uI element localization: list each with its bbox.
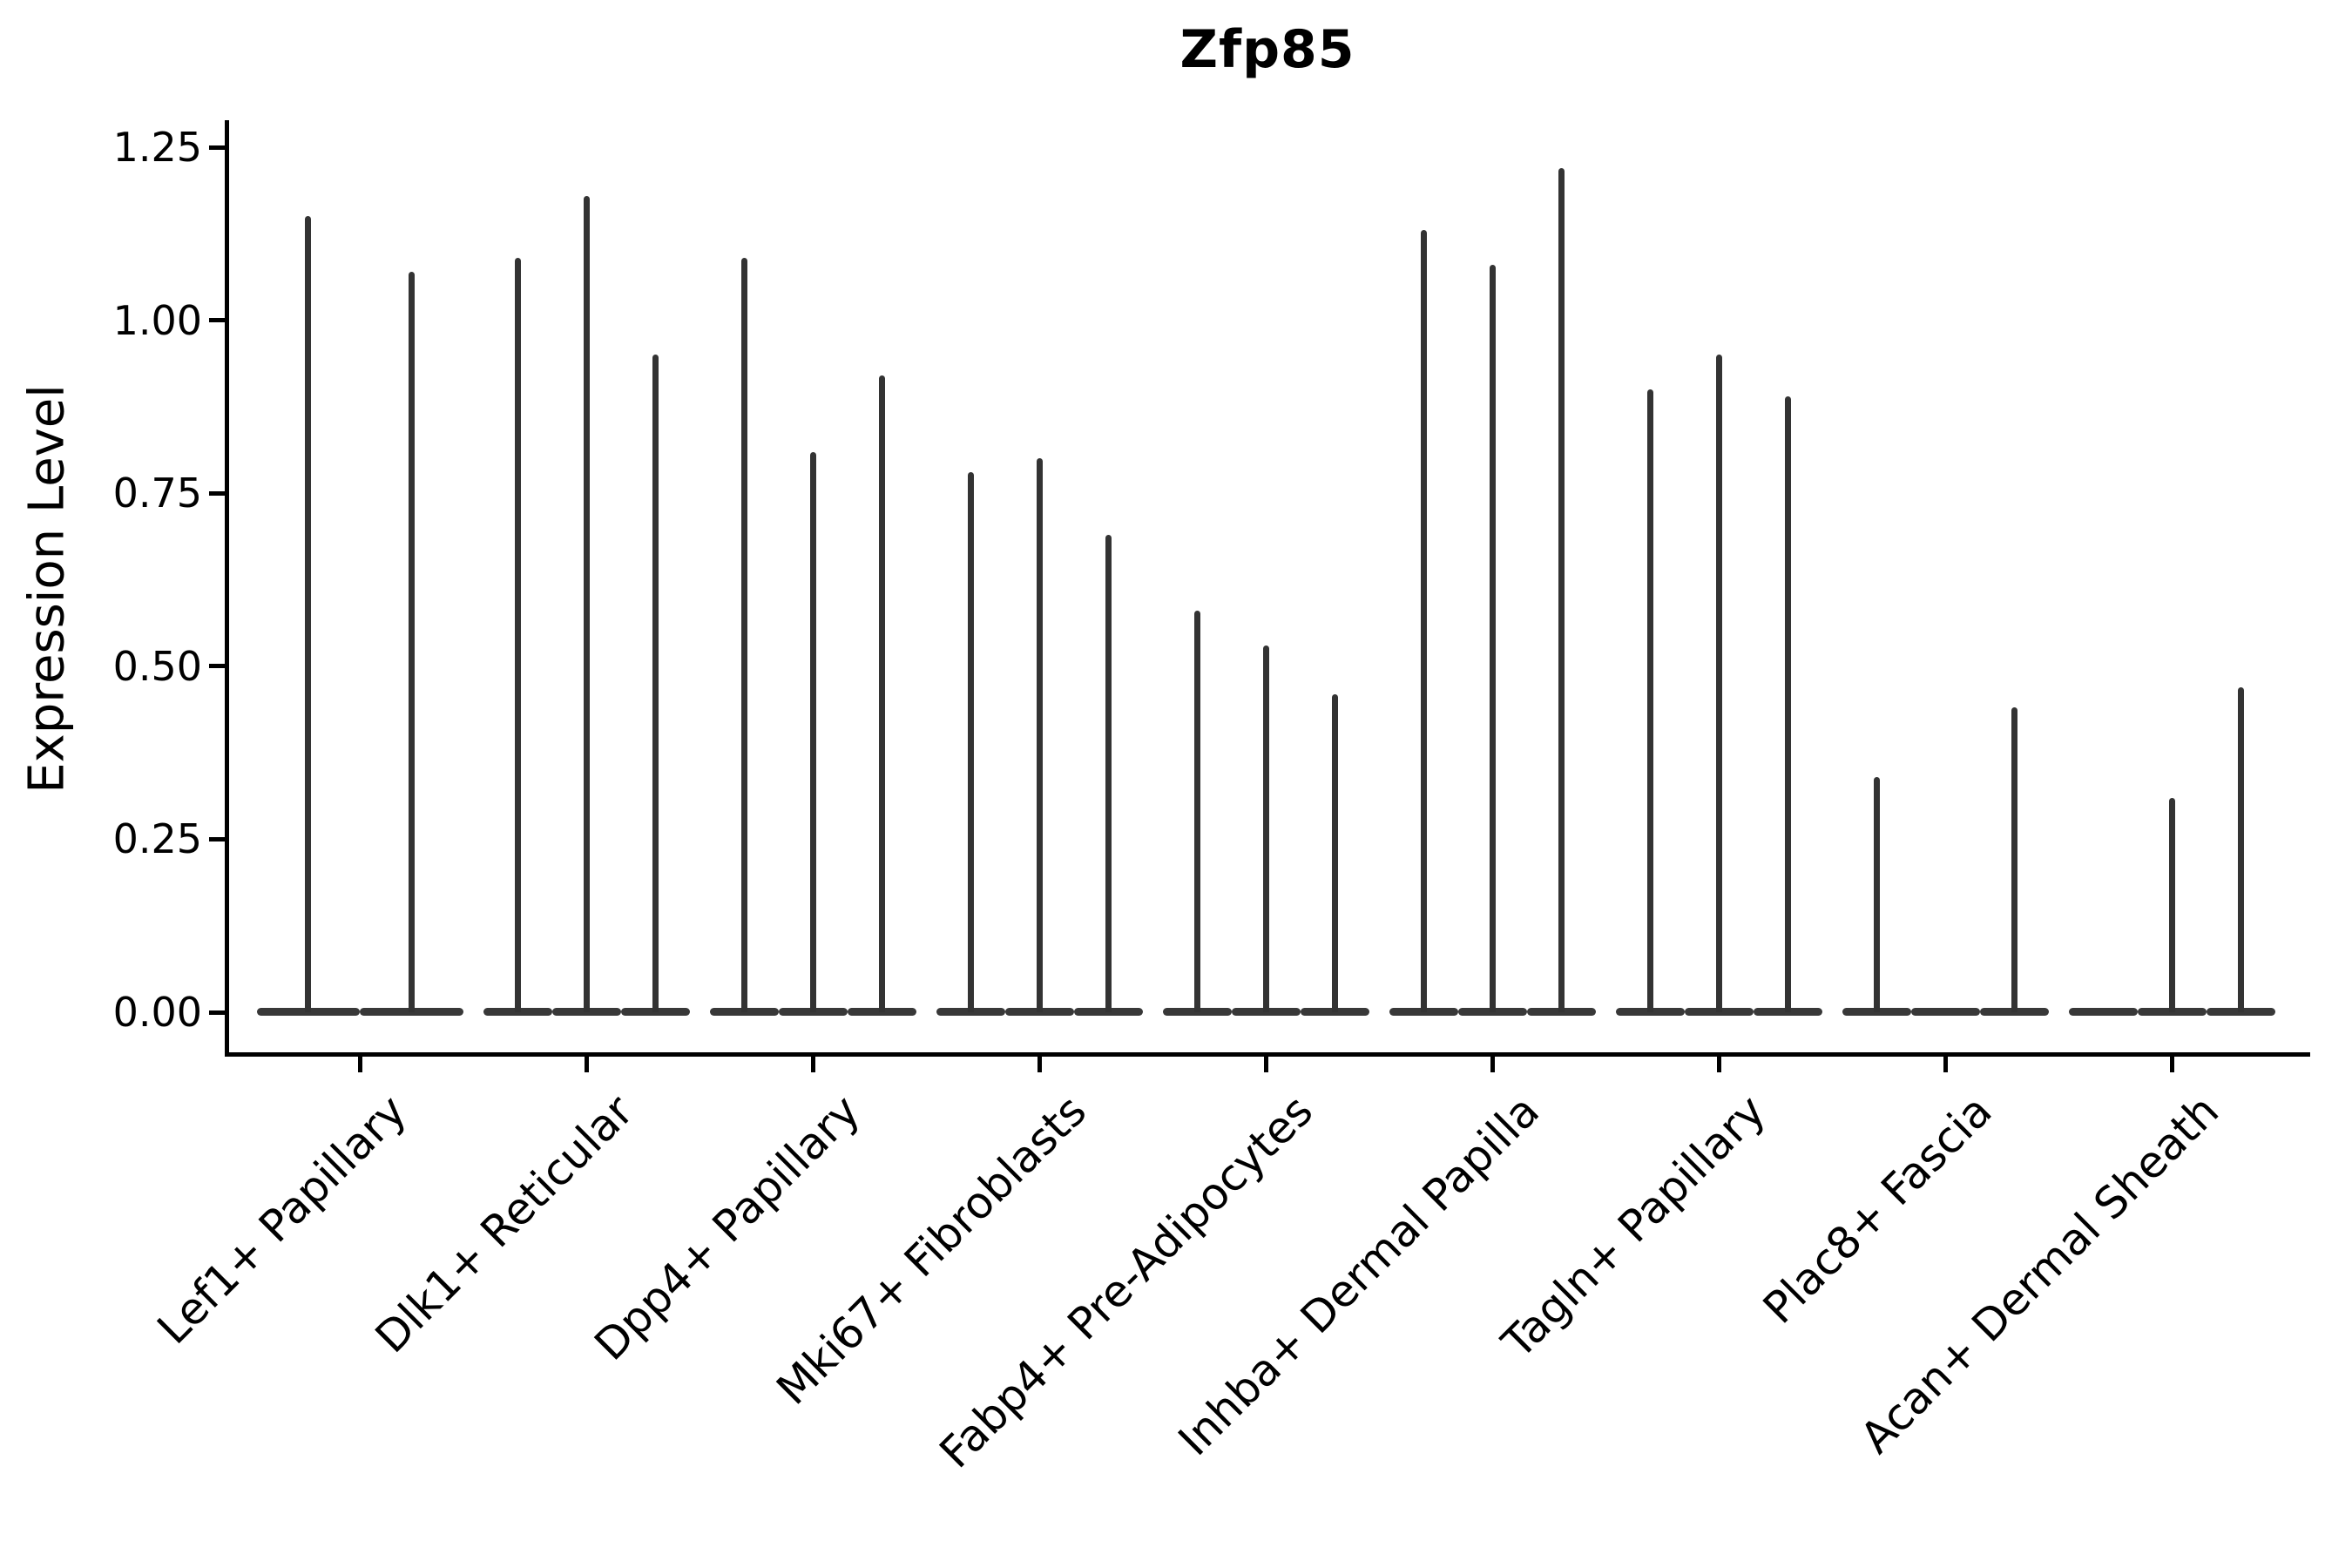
violin-spike: [1784, 395, 1791, 1012]
y-axis-tick-label: 0.25: [112, 815, 202, 863]
violin-spike: [305, 216, 312, 1012]
x-axis-tick: [1037, 1057, 1042, 1072]
violin-spike: [2011, 707, 2017, 1012]
chart-title: Zfp85: [1179, 19, 1355, 80]
violin-spike: [1331, 693, 1338, 1012]
violin-spike: [1193, 611, 1200, 1012]
violin-spike: [878, 375, 885, 1012]
y-axis-tick-label: 0.50: [112, 642, 202, 690]
violin-spike: [1036, 458, 1043, 1012]
violin-spike: [967, 472, 974, 1012]
x-axis-tick: [584, 1057, 589, 1072]
violin-spike: [583, 195, 590, 1012]
y-axis-tick-label: 1.00: [112, 296, 202, 344]
x-axis-tick: [357, 1057, 362, 1072]
violin-spike: [514, 258, 521, 1012]
y-axis-tick: [209, 145, 225, 150]
y-axis-tick-label: 1.25: [112, 124, 202, 171]
violin-spike: [2168, 797, 2175, 1012]
y-axis-label: Expression Level: [18, 384, 76, 794]
violin-spike: [1262, 645, 1269, 1012]
violin-base: [2068, 1008, 2138, 1016]
violin-spike: [408, 271, 415, 1012]
x-axis-tick-label: Fabp4+ Pre-Adipocytes: [929, 1085, 1323, 1478]
violin-base: [1910, 1008, 1980, 1016]
violin-spike: [1646, 389, 1653, 1012]
y-axis-tick-label: 0.00: [112, 989, 202, 1036]
y-axis-tick: [209, 490, 225, 496]
x-axis-tick: [1943, 1057, 1948, 1072]
x-axis-tick-label: Acan+ Dermal Sheath: [1850, 1085, 2229, 1463]
violin-spike: [1873, 776, 1880, 1012]
violin-spike: [1105, 534, 1112, 1012]
y-axis-tick-label: 0.75: [112, 470, 202, 517]
x-axis-tick-label: Lef1+ Papillary: [147, 1085, 417, 1355]
x-axis-tick: [1490, 1057, 1495, 1072]
x-axis-tick: [1263, 1057, 1268, 1072]
violin-spike: [809, 451, 816, 1012]
violin-spike: [1420, 230, 1427, 1012]
x-axis-tick: [1716, 1057, 1721, 1072]
x-axis-tick: [2169, 1057, 2174, 1072]
violin-spike: [652, 355, 659, 1012]
violin-spike: [1489, 265, 1496, 1012]
x-axis-spine: [225, 1052, 2310, 1057]
violin-spike: [2237, 686, 2244, 1012]
y-axis-tick: [209, 664, 225, 669]
x-axis-tick: [810, 1057, 815, 1072]
violin-spike: [740, 258, 747, 1012]
violin-spike: [1558, 167, 1565, 1012]
y-axis-tick: [209, 836, 225, 841]
y-axis-spine: [225, 120, 229, 1057]
x-axis-tick-label: Inhba+ Dermal Papilla: [1168, 1085, 1550, 1466]
y-axis-tick: [209, 318, 225, 323]
violin-spike: [1715, 355, 1722, 1012]
x-axis-tick-label: Plac8+ Fascia: [1754, 1085, 2003, 1334]
y-axis-tick: [209, 1010, 225, 1015]
